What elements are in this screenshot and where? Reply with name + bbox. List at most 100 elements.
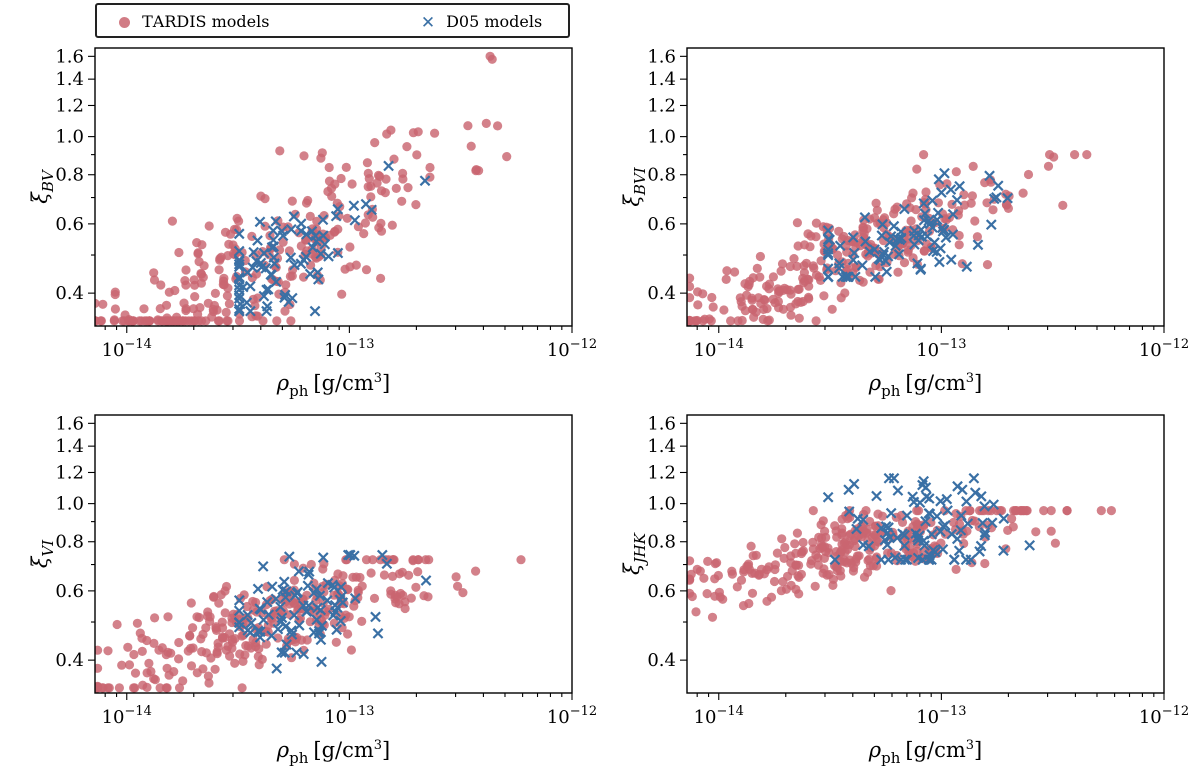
tardis-point xyxy=(217,617,227,627)
tardis-point xyxy=(213,316,223,326)
tardis-point xyxy=(698,289,708,299)
tardis-point xyxy=(400,603,410,614)
tardis-point xyxy=(341,162,351,172)
tardis-point xyxy=(970,516,980,526)
panel-bvi: 10−14 10−13 10−12 0.4 0.6 0.8 1.0 1.2 1.41.6 ξBVI… xyxy=(620,46,1189,400)
tardis-point xyxy=(391,183,401,193)
d05-point xyxy=(923,493,935,504)
d05-point xyxy=(915,224,927,236)
tardis-point xyxy=(372,178,382,188)
tardis-point xyxy=(755,251,766,262)
tardis-point xyxy=(296,241,306,251)
tardis-point xyxy=(794,284,804,294)
tardis-point xyxy=(386,589,396,599)
d05-point xyxy=(270,215,282,227)
tardis-point xyxy=(110,289,120,300)
tardis-point xyxy=(408,128,418,138)
d05-point xyxy=(279,289,291,301)
tardis-point xyxy=(397,196,407,206)
tardis-point xyxy=(798,273,808,283)
tardis-point xyxy=(345,262,355,272)
tardis-point xyxy=(289,559,299,569)
tardis-point xyxy=(951,167,961,177)
tardis-point xyxy=(129,649,139,660)
tardis-point xyxy=(762,304,772,314)
d05-point xyxy=(309,305,321,317)
d05-point xyxy=(979,529,991,541)
d05-point xyxy=(985,219,997,231)
d05-point xyxy=(331,624,342,636)
tardis-point xyxy=(150,613,160,623)
tardis-point xyxy=(406,593,416,603)
legend: TARDIS models ✕ D05 models xyxy=(95,3,570,38)
tardis-point xyxy=(97,683,107,693)
tardis-point xyxy=(833,250,843,260)
tardis-point xyxy=(197,240,207,250)
tardis-point xyxy=(859,228,869,239)
y-tick-label: 1.4 xyxy=(55,69,84,90)
d05-point xyxy=(961,496,972,507)
d05-point xyxy=(920,515,931,527)
tardis-point xyxy=(366,192,376,202)
d05-point xyxy=(852,513,864,525)
d05-point xyxy=(822,491,834,503)
d05-point xyxy=(998,513,1010,524)
d05-point xyxy=(948,554,960,566)
x-tick-label: 10−12 xyxy=(547,704,597,728)
tardis-point xyxy=(819,291,829,301)
tardis-point xyxy=(913,506,924,516)
tardis-point xyxy=(353,222,363,232)
d05-point xyxy=(822,225,834,236)
tardis-point xyxy=(954,240,964,250)
d05-point xyxy=(419,175,431,187)
y-tick-label: 0.6 xyxy=(647,581,676,602)
tardis-point xyxy=(138,680,148,690)
tardis-point xyxy=(706,316,716,326)
d05-point xyxy=(301,228,312,240)
tardis-point xyxy=(710,574,720,584)
tardis-point xyxy=(210,288,220,298)
tardis-point xyxy=(162,683,172,693)
tardis-point xyxy=(209,300,220,311)
tardis-point xyxy=(98,299,108,309)
d05-point xyxy=(986,517,998,529)
x-axis-label: ρph [g/cm3] xyxy=(276,738,391,767)
d05-point xyxy=(254,626,266,638)
tardis-point xyxy=(223,316,233,326)
tardis-point xyxy=(906,216,916,226)
tardis-point xyxy=(290,637,300,647)
tardis-point xyxy=(792,261,802,271)
tardis-point xyxy=(732,582,742,592)
tardis-point xyxy=(1050,538,1060,548)
tardis-point xyxy=(132,618,142,628)
tardis-point xyxy=(163,647,173,657)
y-tick-label: 1.4 xyxy=(647,436,676,457)
tardis-point xyxy=(839,538,850,548)
tardis-point xyxy=(968,161,978,171)
tardis-point xyxy=(1058,200,1068,210)
tardis-point xyxy=(324,162,334,173)
tardis-point xyxy=(806,231,816,241)
tardis-point xyxy=(970,216,980,226)
d05-point xyxy=(877,219,888,230)
tardis-point xyxy=(210,664,220,674)
x-tick-label: 10−12 xyxy=(1139,337,1189,361)
tardis-point xyxy=(739,565,749,575)
tardis-point xyxy=(798,537,808,548)
tardis-point xyxy=(840,547,850,557)
d05-point xyxy=(847,232,859,243)
tardis-point xyxy=(142,668,152,678)
tardis-point xyxy=(196,269,207,279)
tardis-point xyxy=(776,586,787,596)
tardis-point xyxy=(516,555,526,565)
tardis-point xyxy=(691,607,701,617)
tardis-point xyxy=(149,638,159,649)
tardis-point xyxy=(95,663,103,673)
tardis-point xyxy=(747,588,758,598)
tardis-point xyxy=(710,559,720,569)
tardis-point xyxy=(260,194,270,204)
tardis-point xyxy=(149,275,160,285)
d05-point xyxy=(897,528,908,540)
tardis-point xyxy=(811,218,822,228)
tardis-point xyxy=(707,292,717,303)
